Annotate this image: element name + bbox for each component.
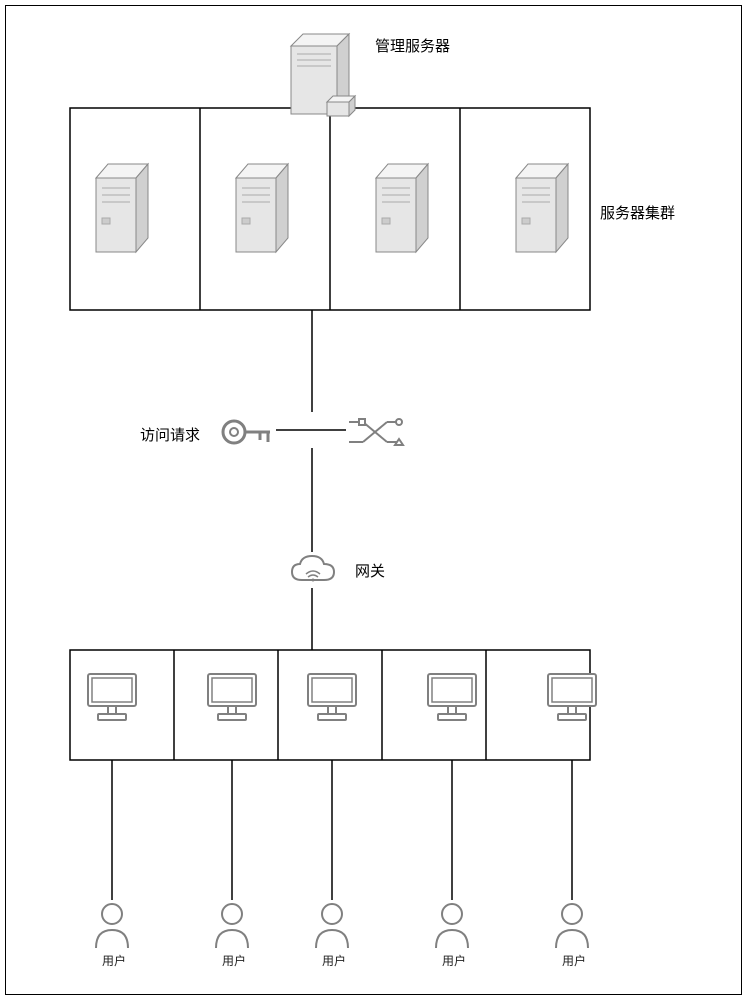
management-server-icon (279, 28, 363, 124)
gateway-label: 网关 (355, 560, 385, 581)
cluster-server-icon (368, 160, 438, 260)
user-label: 用户 (562, 952, 586, 969)
user-icon (432, 900, 472, 950)
access-request-label: 访问请求 (140, 424, 200, 445)
key-icon (220, 412, 276, 452)
user-label: 用户 (102, 952, 126, 969)
server-cluster-label: 服务器集群 (600, 202, 675, 223)
cluster-server-icon (88, 160, 158, 260)
diagram-border (5, 5, 742, 995)
cluster-server-icon (228, 160, 298, 260)
user-label: 用户 (322, 952, 346, 969)
pc-icon (300, 670, 364, 726)
user-icon (212, 900, 252, 950)
pc-icon (420, 670, 484, 726)
gateway-cloud-icon (288, 552, 338, 590)
user-icon (312, 900, 352, 950)
switch-icon (345, 412, 405, 452)
user-icon (92, 900, 132, 950)
pc-icon (540, 670, 604, 726)
user-icon (552, 900, 592, 950)
user-label: 用户 (222, 952, 246, 969)
pc-icon (80, 670, 144, 726)
user-label: 用户 (442, 952, 466, 969)
cluster-server-icon (508, 160, 578, 260)
management-server-label: 管理服务器 (375, 35, 450, 56)
pc-icon (200, 670, 264, 726)
